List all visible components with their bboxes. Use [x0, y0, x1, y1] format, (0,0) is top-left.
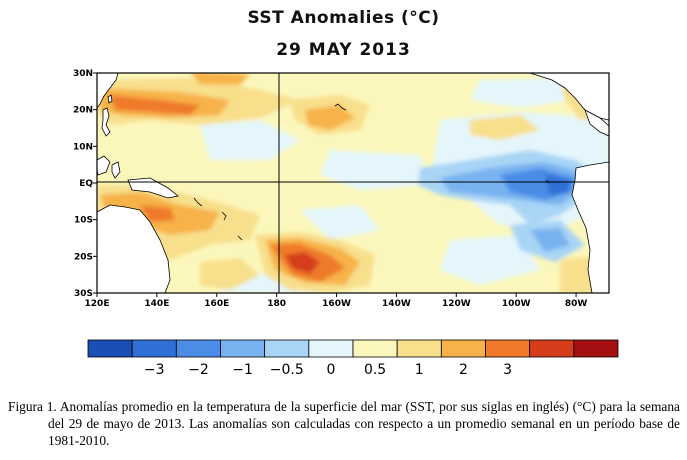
colorbar-tick-label: 2 [459, 362, 468, 378]
colorbar-tick-label: 0.5 [364, 362, 386, 378]
map-date: 29 MAY 2013 [276, 40, 411, 60]
caption-text: Figura 1. Anomalías promedio en la tempe… [8, 399, 680, 448]
lon-tick-label: 140E [144, 299, 169, 309]
colorbar-swatch [573, 339, 619, 358]
taiwan-island [107, 94, 113, 104]
lat-tick-label: 20S [74, 252, 93, 262]
new-guinea-island [127, 177, 179, 199]
lat-tick-label: EQ [79, 179, 93, 189]
colorbar-swatch [131, 339, 177, 358]
lon-tick-label: 160W [322, 299, 351, 309]
colorbar-swatch [308, 339, 354, 358]
south-america-landmass [571, 161, 609, 293]
borneo-island [97, 155, 111, 176]
lon-tick-label: 80W [565, 299, 588, 309]
colorbar [87, 339, 619, 358]
hawaii-islands [334, 103, 347, 111]
lon-tick-label: 120W [442, 299, 471, 309]
figure-caption: Figura 1. Anomalías promedio en la tempe… [8, 398, 680, 449]
colorbar-swatch [529, 339, 575, 358]
land-masses [97, 73, 609, 293]
colorbar-tick-label: 0 [326, 362, 335, 378]
lon-tick-label: 120E [85, 299, 110, 309]
small-islands [193, 103, 550, 241]
colorbar-tick-label: 3 [503, 362, 512, 378]
colorbar-swatch [396, 339, 442, 358]
lat-tick-label: 30S [74, 289, 93, 299]
lon-tick-label: 100W [502, 299, 531, 309]
map-title: SST Anomalies (°C) [247, 8, 440, 28]
colorbar-tick-label: −1 [232, 362, 253, 378]
colorbar-swatch [352, 339, 398, 358]
colorbar-tick-label: −2 [188, 362, 209, 378]
colorbar-swatch [440, 339, 486, 358]
longitude-axis: 120E 140E 160E 180 160W 140W 120W 100W 80W [85, 293, 588, 309]
lat-tick-label: 10N [73, 142, 93, 152]
lat-tick-label: 30N [73, 69, 93, 79]
vanuatu-islands [221, 211, 227, 221]
colorbar-tick-label: −0.5 [270, 362, 304, 378]
lon-tick-label: 160E [204, 299, 229, 309]
colorbar-tick-label: 1 [415, 362, 424, 378]
colorbar-swatch [264, 339, 310, 358]
fiji-islands [237, 235, 243, 241]
sulawesi-island [111, 161, 121, 179]
colorbar-tick-label: −3 [144, 362, 165, 378]
colorbar-swatch [175, 339, 221, 358]
solomon-islands [193, 197, 203, 207]
lat-tick-label: 20N [73, 106, 93, 116]
lon-tick-label: 180 [267, 299, 286, 309]
lon-tick-label: 140W [382, 299, 411, 309]
philippines-islands [101, 107, 111, 137]
australia-landmass [97, 204, 171, 293]
lat-tick-label: 10S [74, 216, 93, 226]
latitude-axis: 30N 20N 10N EQ 10S 20S 30S [73, 69, 97, 299]
colorbar-swatch [220, 339, 266, 358]
colorbar-swatch [87, 339, 133, 358]
central-america-landmass [584, 109, 609, 137]
colorbar-labels: −3 −2 −1 −0.5 0 0.5 1 2 3 [144, 362, 512, 378]
colorbar-swatch [485, 339, 531, 358]
